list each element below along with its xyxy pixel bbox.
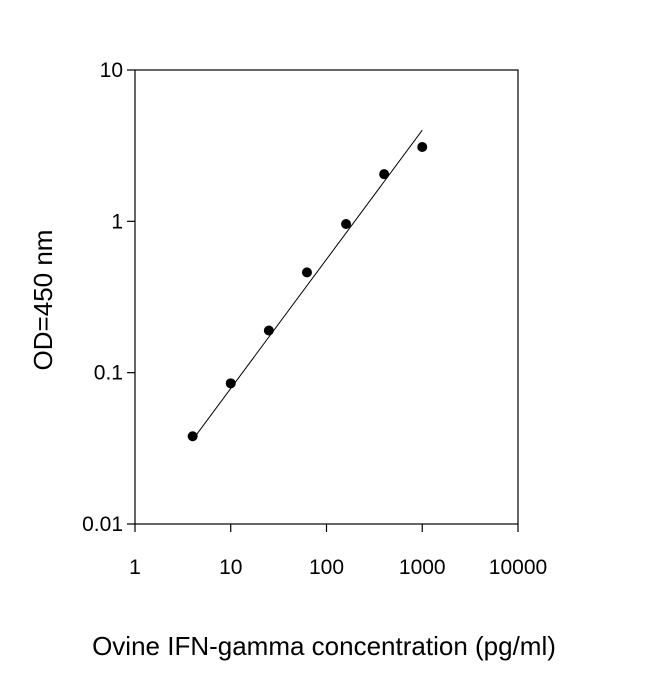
data-point — [341, 219, 352, 230]
x-axis-ticks: 1 10 100 1000 10000 — [129, 524, 547, 579]
y-axis-ticks: 0.01 0.1 1 10 — [82, 59, 135, 536]
x-tick-label: 1000 — [399, 556, 446, 579]
data-point — [225, 378, 236, 389]
plot-area-frame — [134, 69, 519, 525]
x-axis-title: Ovine IFN-gamma concentration (pg/ml) — [92, 631, 556, 661]
y-tick-label: 1 — [111, 210, 123, 233]
data-point — [417, 141, 428, 152]
y-tick-label: 0.01 — [82, 513, 123, 536]
x-tick-label: 10 — [219, 556, 242, 579]
data-point — [379, 169, 390, 180]
data-points-layer — [187, 141, 428, 442]
x-tick-label: 100 — [309, 556, 344, 579]
y-axis-title: OD=450 nm — [28, 230, 58, 371]
x-tick-label: 10000 — [489, 556, 547, 579]
data-point — [187, 431, 198, 442]
y-tick-label: 10 — [100, 59, 123, 82]
data-point — [263, 325, 274, 336]
y-tick-label: 0.1 — [94, 362, 123, 385]
data-point — [301, 267, 312, 278]
x-tick-label: 1 — [129, 556, 141, 579]
